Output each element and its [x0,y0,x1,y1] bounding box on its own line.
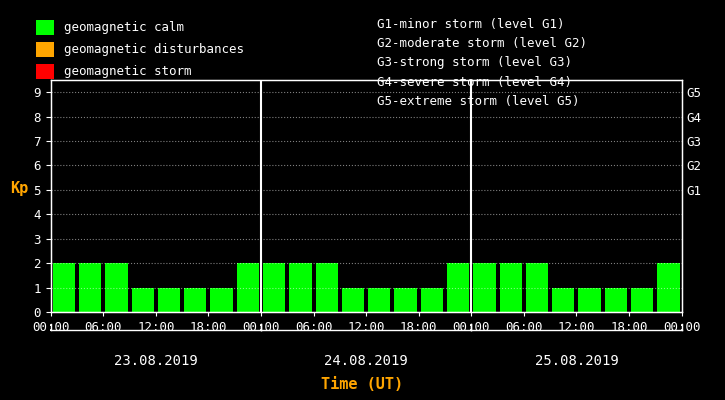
Bar [420,288,443,312]
Bar [315,263,338,312]
Text: G5-extreme storm (level G5): G5-extreme storm (level G5) [377,95,579,108]
Bar [368,288,391,312]
Text: geomagnetic storm: geomagnetic storm [64,65,191,78]
Bar [552,288,574,312]
Text: G1-minor storm (level G1): G1-minor storm (level G1) [377,18,565,31]
Bar [657,263,679,312]
Text: G4-severe storm (level G4): G4-severe storm (level G4) [377,76,572,89]
Bar [53,263,75,312]
Bar [210,288,233,312]
Bar [526,263,548,312]
Text: G2-moderate storm (level G2): G2-moderate storm (level G2) [377,37,587,50]
Bar [289,263,312,312]
Bar [500,263,522,312]
Text: geomagnetic disturbances: geomagnetic disturbances [64,43,244,56]
Bar [447,263,469,312]
Text: G3-strong storm (level G3): G3-strong storm (level G3) [377,56,572,69]
Bar [605,288,627,312]
Y-axis label: Kp: Kp [11,181,29,196]
Text: Time (UT): Time (UT) [321,377,404,392]
Bar [105,263,128,312]
Bar [473,263,496,312]
Text: 24.08.2019: 24.08.2019 [324,354,408,368]
Bar [631,288,653,312]
Text: 25.08.2019: 25.08.2019 [534,354,618,368]
Bar [131,288,154,312]
Bar [341,288,364,312]
Text: geomagnetic calm: geomagnetic calm [64,21,184,34]
Bar [236,263,259,312]
Bar [263,263,286,312]
Bar [579,288,601,312]
Bar [79,263,102,312]
Text: 23.08.2019: 23.08.2019 [114,354,198,368]
Bar [394,288,417,312]
Bar [184,288,207,312]
Bar [158,288,181,312]
